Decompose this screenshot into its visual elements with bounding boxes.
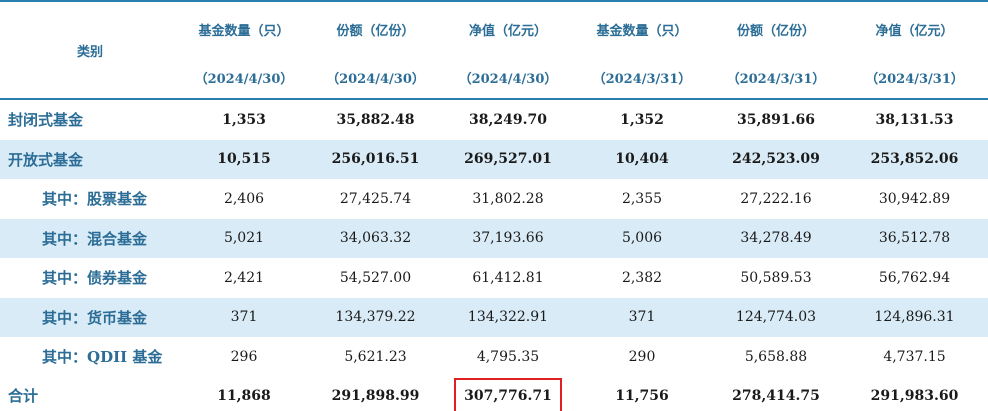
table-cell: 290	[628, 348, 656, 365]
table-cell: 4,737.15	[883, 348, 946, 365]
table-cell: 10,404	[573, 139, 711, 179]
table-row: 其中：QDII 基金 296 5,621.23 4,795.35 290 5,6…	[0, 337, 988, 377]
header-col-4-title: 基金数量（只）	[596, 23, 688, 39]
table-cell: 5,006	[573, 218, 711, 258]
table-body: 封闭式基金 1,353 35,882.48 38,249.70 1,352 35…	[0, 99, 988, 411]
table-row: 其中：股票基金 2,406 27,425.74 31,802.28 2,355 …	[0, 179, 988, 219]
header-col-1-date: （2024/4/30）	[194, 71, 294, 87]
table-cell: 2,382	[621, 269, 663, 286]
header-col-3-title: 净值（亿元）	[468, 23, 547, 39]
header-col-1-title: 基金数量（只）	[198, 23, 290, 39]
table-header: 类别 基金数量（只） 份额（亿份） 净值（亿元） 基金数量（只） 份额（亿份） …	[0, 2, 988, 99]
header-col-2-title: 份额（亿份）	[336, 23, 415, 39]
table-cell: 56,762.94	[878, 269, 951, 286]
table-row: 封闭式基金 1,353 35,882.48 38,249.70 1,352 35…	[0, 99, 988, 140]
table-cell: 278,414.75	[732, 387, 820, 404]
table-cell: 1,353	[222, 111, 266, 128]
header-category: 类别	[76, 44, 103, 60]
table-cell: 296	[230, 348, 258, 365]
table-cell: 11,868	[217, 387, 271, 404]
table-cell: 242,523.09	[711, 139, 841, 179]
red-highlight-box: 307,776.71	[454, 377, 562, 411]
table-cell: 11,756	[615, 387, 669, 404]
table-row: 其中：混合基金 5,021 34,063.32 37,193.66 5,006 …	[0, 218, 988, 258]
header-col-4-date: （2024/3/31）	[592, 71, 692, 87]
table-cell: 371	[573, 297, 711, 337]
header-col-5-title: 份额（亿份）	[736, 23, 815, 39]
table-cell: 50,589.53	[740, 269, 812, 286]
table-cell: 54,527.00	[339, 269, 412, 286]
table-cell: 35,891.66	[737, 111, 815, 128]
table-row: 其中：债券基金 2,421 54,527.00 61,412.81 2,382 …	[0, 258, 988, 298]
table-cell: 35,882.48	[336, 111, 415, 128]
table-cell: 36,512.78	[841, 218, 988, 258]
table-cell: 31,802.28	[472, 190, 544, 207]
table-cell: 10,515	[180, 139, 308, 179]
table-row: 其中：货币基金 371 134,379.22 134,322.91 371 12…	[0, 297, 988, 337]
table-cell: 2,406	[223, 190, 265, 207]
table-cell: 134,379.22	[308, 297, 443, 337]
header-col-6-date: （2024/3/31）	[865, 71, 964, 87]
row-label: 封闭式基金	[8, 111, 84, 130]
table-cell: 30,942.89	[878, 190, 951, 207]
table-cell: 4,795.35	[476, 348, 540, 365]
table-cell: 2,421	[223, 269, 265, 286]
table-cell: 5,021	[180, 218, 308, 258]
table-row-total: 合计 11,868 291,898.99 307,776.71 11,756 2…	[0, 377, 988, 411]
row-label: 其中：债券基金	[42, 269, 148, 288]
table-cell: 134,322.91	[443, 297, 573, 337]
table-cell: 371	[180, 297, 308, 337]
table-row: 开放式基金 10,515 256,016.51 269,527.01 10,40…	[0, 139, 988, 179]
table-cell: 256,016.51	[308, 139, 443, 179]
table-cell: 291,983.60	[870, 387, 959, 404]
table-cell: 2,355	[621, 190, 663, 207]
table-cell: 124,774.03	[711, 297, 841, 337]
highlighted-cell: 307,776.71	[443, 377, 573, 411]
table-cell: 291,898.99	[331, 387, 420, 404]
table-cell: 37,193.66	[443, 218, 573, 258]
table-cell: 38,131.53	[875, 111, 954, 128]
row-label: 其中：QDII 基金	[42, 348, 163, 367]
header-col-6-title: 净值（亿元）	[875, 23, 954, 39]
table-cell: 1,352	[620, 111, 664, 128]
table-cell: 5,621.23	[344, 348, 407, 365]
table-cell: 61,412.81	[472, 269, 544, 286]
header-col-5-date: （2024/3/31）	[726, 71, 826, 87]
table-cell: 269,527.01	[443, 139, 573, 179]
row-label: 其中：股票基金	[42, 190, 148, 209]
table-cell: 34,278.49	[711, 218, 841, 258]
header-col-2-date: （2024/4/30）	[326, 71, 425, 87]
row-label: 开放式基金	[0, 139, 180, 179]
table-cell: 27,222.16	[740, 190, 812, 207]
table-cell: 27,425.74	[339, 190, 412, 207]
row-label: 其中：货币基金	[0, 297, 180, 337]
header-col-3-date: （2024/4/30）	[458, 71, 558, 87]
table-cell: 38,249.70	[469, 111, 547, 128]
table-cell: 124,896.31	[841, 297, 988, 337]
row-label: 其中：混合基金	[0, 218, 180, 258]
table-cell: 34,063.32	[308, 218, 443, 258]
row-label: 合计	[8, 387, 39, 405]
table-cell: 253,852.06	[841, 139, 988, 179]
table-cell: 5,658.88	[744, 348, 808, 365]
